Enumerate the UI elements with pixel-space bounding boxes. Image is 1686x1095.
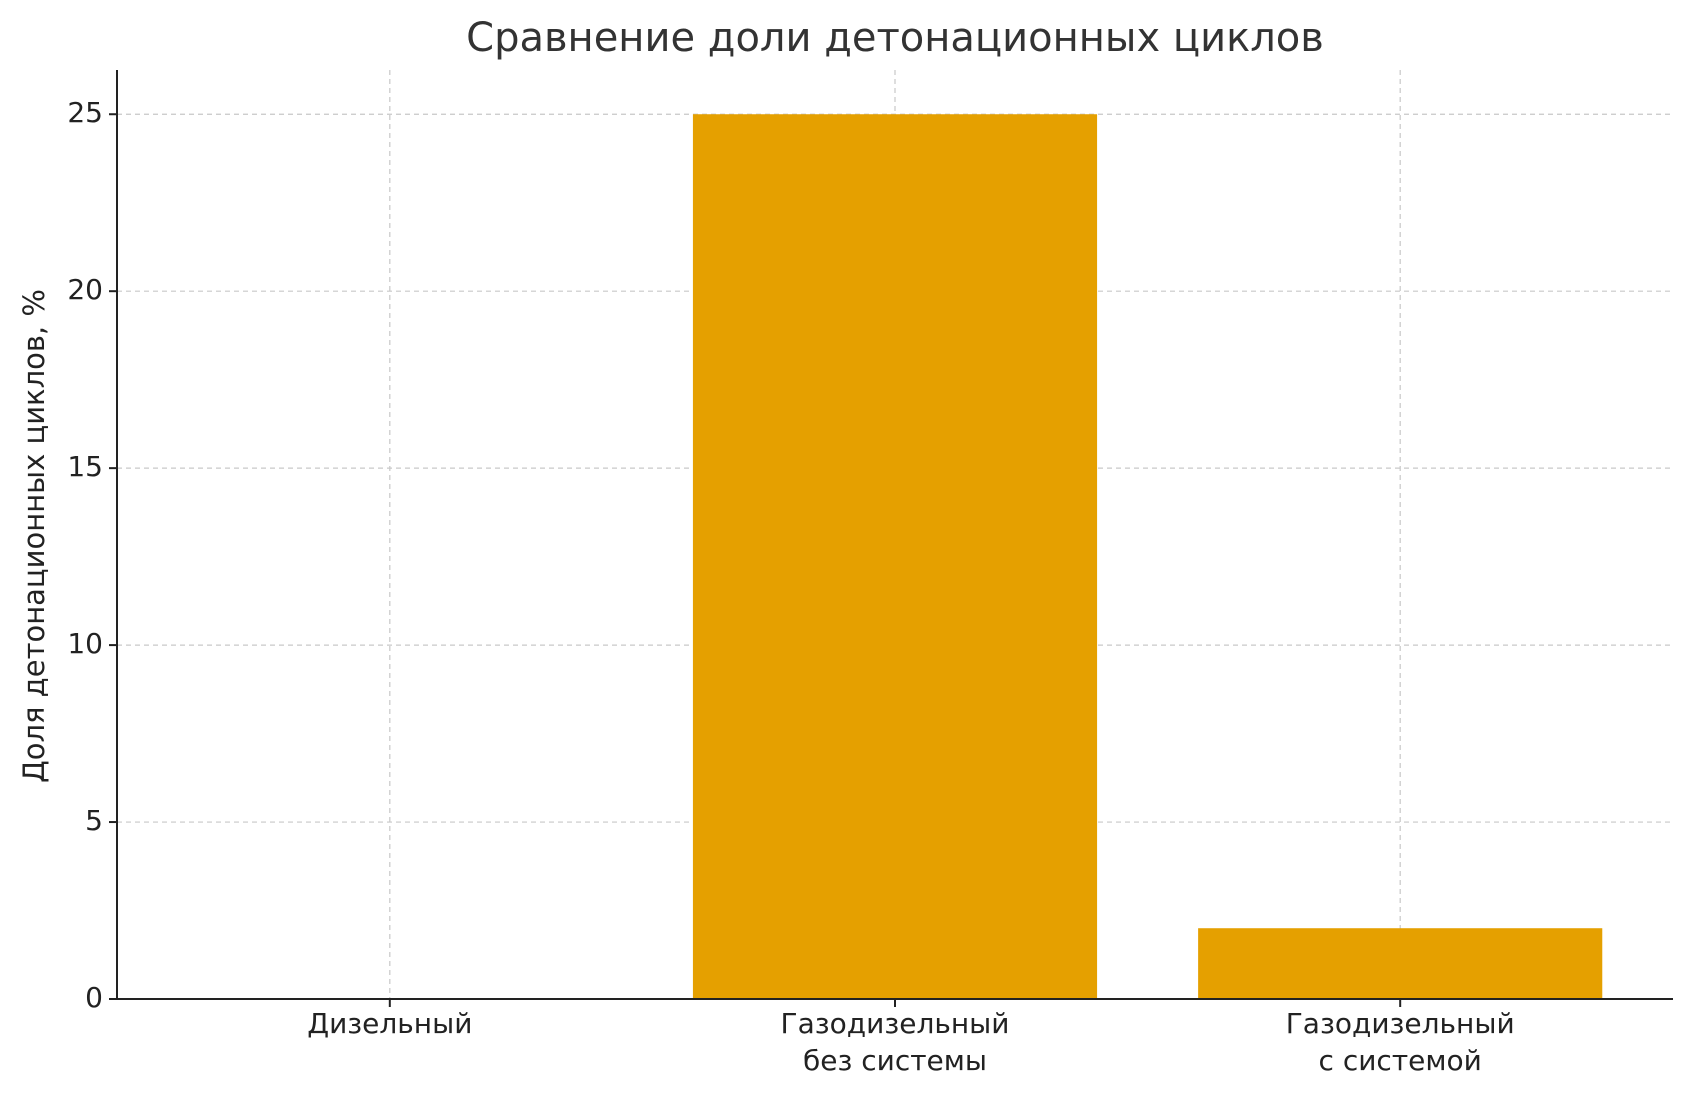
chart-title: Сравнение доли детонационных циклов: [466, 15, 1324, 61]
bar: [692, 114, 1098, 999]
x-tick-label: Газодизельный: [781, 1007, 1010, 1040]
y-axis-label: Доля детонационных циклов, %: [17, 289, 51, 783]
y-tick-label: 25: [67, 96, 103, 129]
y-tick-label: 0: [85, 981, 103, 1014]
y-tick-label: 15: [67, 450, 103, 483]
bar: [1198, 928, 1603, 999]
y-tick-label: 5: [85, 804, 103, 837]
x-tick-label: Газодизельный: [1286, 1007, 1515, 1040]
x-tick-label: без системы: [803, 1044, 987, 1077]
x-tick-label: Дизельный: [307, 1007, 472, 1040]
y-tick-label: 20: [67, 273, 103, 306]
y-tick-label: 10: [67, 627, 103, 660]
x-tick-label: с системой: [1319, 1044, 1482, 1077]
